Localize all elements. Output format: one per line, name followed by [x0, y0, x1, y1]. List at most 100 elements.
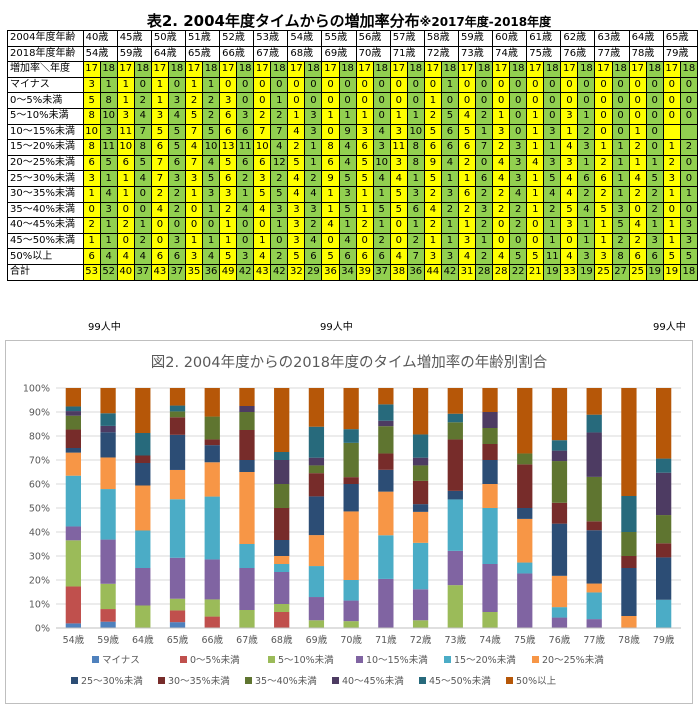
total-cell: 35 — [184, 263, 204, 281]
bar-segment — [656, 515, 672, 544]
bar-segment — [656, 557, 672, 600]
year-cell: 18 — [338, 61, 357, 78]
value-cell: 6 — [116, 154, 135, 172]
row-label: 0～5%未満 — [7, 92, 84, 109]
row-label: 25～30%未満 — [7, 170, 84, 187]
bar-segment — [274, 508, 290, 540]
value-cell: 0 — [526, 232, 545, 250]
year-cell: 17 — [355, 61, 374, 78]
value-cell: 0 — [543, 92, 562, 109]
value-cell: 5 — [509, 248, 528, 265]
value-cell: 1 — [116, 185, 135, 203]
bar-segment — [100, 388, 116, 414]
bar-segment — [586, 521, 602, 531]
x-tick-label: 66歳 — [201, 634, 223, 646]
value-cell: 2 — [219, 201, 238, 219]
value-cell: 0 — [662, 92, 681, 109]
value-cell: 1 — [236, 185, 255, 203]
value-cell: 0 — [509, 123, 528, 141]
bar-segment — [447, 550, 463, 586]
value-cell: 10 — [406, 123, 425, 141]
value-cell: 0 — [475, 76, 494, 94]
value-cell: 1 — [611, 185, 630, 203]
bar-segment — [169, 499, 186, 558]
footnote-middle: 99人中 — [320, 322, 353, 333]
x-tick-label: 69歳 — [306, 634, 328, 646]
total-cell: 36 — [202, 263, 221, 281]
value-cell: 6 — [82, 154, 101, 172]
value-cell: 4 — [372, 170, 391, 187]
value-cell: 3 — [82, 170, 101, 187]
value-cell: 4 — [423, 201, 442, 219]
bar-segment — [586, 619, 602, 628]
age-2004-cell: 62歳 — [560, 30, 596, 47]
value-cell: 0 — [338, 92, 357, 109]
year-cell: 17 — [150, 61, 169, 78]
value-cell: 5 — [82, 92, 101, 109]
x-tick-label: 76歳 — [549, 634, 571, 646]
bar-segment — [65, 526, 81, 541]
total-cell: 36 — [406, 263, 425, 281]
bar-segment — [343, 600, 359, 622]
value-cell: 5 — [133, 154, 152, 172]
value-cell: 5 — [253, 185, 272, 203]
year-cell: 17 — [594, 61, 613, 78]
bar-segment — [378, 420, 394, 427]
bar-segment — [551, 450, 568, 462]
legend-label: 45～50%未満 — [429, 675, 491, 687]
total-cell: 28 — [492, 263, 511, 281]
value-cell: 6 — [475, 170, 494, 187]
value-cell: 0 — [645, 107, 664, 125]
row-year-header: 増加率＼年度 17 18 17 18 17 18 17 18 17 18 17 18 17 18 17 18 17… — [7, 61, 698, 78]
y-tick-label: 100% — [23, 384, 50, 395]
bar-segment — [274, 612, 290, 628]
bar-segment — [100, 457, 116, 490]
value-cell: 2 — [594, 185, 613, 203]
value-cell: 2 — [645, 201, 664, 219]
value-cell: 5 — [611, 217, 630, 234]
value-cell: 5 — [321, 248, 340, 265]
footnote-left: 99人中 — [88, 322, 121, 333]
value-cell: 1 — [440, 217, 459, 234]
value-cell: 2 — [509, 201, 528, 219]
value-cell: 6 — [628, 248, 647, 265]
age-2004-cell: 53歳 — [253, 30, 289, 47]
table-row: 40～45%未満 2 1 2 1 0 0 0 0 1 0 0 1 3 2 4 1 2 1 0 1 2 1 1 2 0 2 0 1 3 1 1 5… — [7, 217, 698, 234]
value-cell: 10 — [82, 123, 101, 141]
value-cell: 0 — [679, 92, 698, 109]
year-cell: 17 — [321, 61, 340, 78]
value-cell: 8 — [82, 139, 101, 156]
value-cell: 0 — [150, 232, 169, 250]
bar-segment — [169, 557, 186, 599]
value-cell: 4 — [321, 217, 340, 234]
value-cell: 1 — [628, 154, 647, 172]
age-2004-cell: 54歳 — [287, 30, 323, 47]
value-cell: 2 — [475, 107, 494, 125]
bar-segment — [65, 411, 81, 416]
age-2018-cell: 64歳 — [150, 45, 186, 63]
value-cell: 1 — [321, 185, 340, 203]
value-cell: 0 — [406, 92, 425, 109]
value-cell: 3 — [543, 154, 562, 172]
bar-segment — [239, 406, 255, 412]
value-cell: 1 — [99, 217, 118, 234]
value-cell: 3 — [236, 107, 255, 125]
bar-segment — [551, 523, 568, 576]
value-cell: 0 — [628, 107, 647, 125]
table-row: 5～10%未満 8 10 3 4 3 4 5 2 6 3 2 2 1 3 1 1 1 0 1 1 2 5 4 2 1 0 1 0 3 1 0 0… — [7, 107, 698, 125]
value-cell: 4 — [560, 248, 579, 265]
value-cell: 3 — [167, 232, 186, 250]
value-cell: 1 — [253, 232, 272, 250]
value-cell: 1 — [219, 217, 238, 234]
bar-segment — [656, 388, 672, 459]
bar-segment — [447, 499, 463, 551]
value-cell: 5 — [457, 123, 477, 141]
total-cell: 22 — [509, 263, 528, 281]
table-row: マイナス 3 1 1 0 1 0 1 1 0 0 0 0 0 0 0 0 0 0 0 0 0 1 0 0 0 0 0 0 0 0 0 0 0 0 0 0 — [7, 76, 698, 94]
table-row: 10～15%未満 10 3 11 7 5 5 7 5 6 6 7 7 4 3 0 9 3 4 3 10 5 6 5 1 3 0 1 3 1… — [7, 123, 698, 141]
value-cell: 6 — [577, 170, 596, 187]
value-cell: 2 — [372, 232, 391, 250]
value-cell: 3 — [184, 170, 204, 187]
bar-segment — [412, 480, 429, 505]
value-cell: 3 — [594, 248, 613, 265]
